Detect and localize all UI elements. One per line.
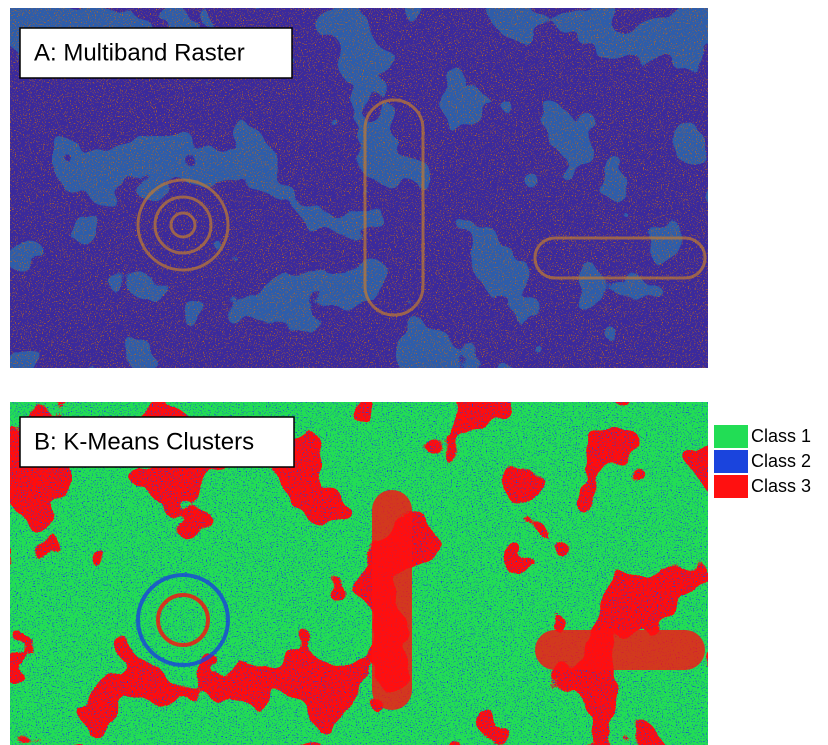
legend-swatch (714, 475, 748, 498)
legend-swatch (714, 450, 748, 473)
legend-swatch (714, 425, 748, 448)
legend: Class 1 Class 2 Class 3 (714, 425, 811, 498)
panel-label: B: K-Means Clusters (34, 428, 254, 455)
legend-label: Class 1 (751, 426, 811, 446)
legend-label: Class 3 (751, 476, 811, 496)
figure: A: Multiband Raster B: K-Means Clusters … (0, 0, 828, 745)
legend-label: Class 2 (751, 451, 811, 471)
panel-label: A: Multiband Raster (34, 39, 245, 66)
page: A: Multiband Raster B: K-Means Clusters … (0, 0, 828, 745)
